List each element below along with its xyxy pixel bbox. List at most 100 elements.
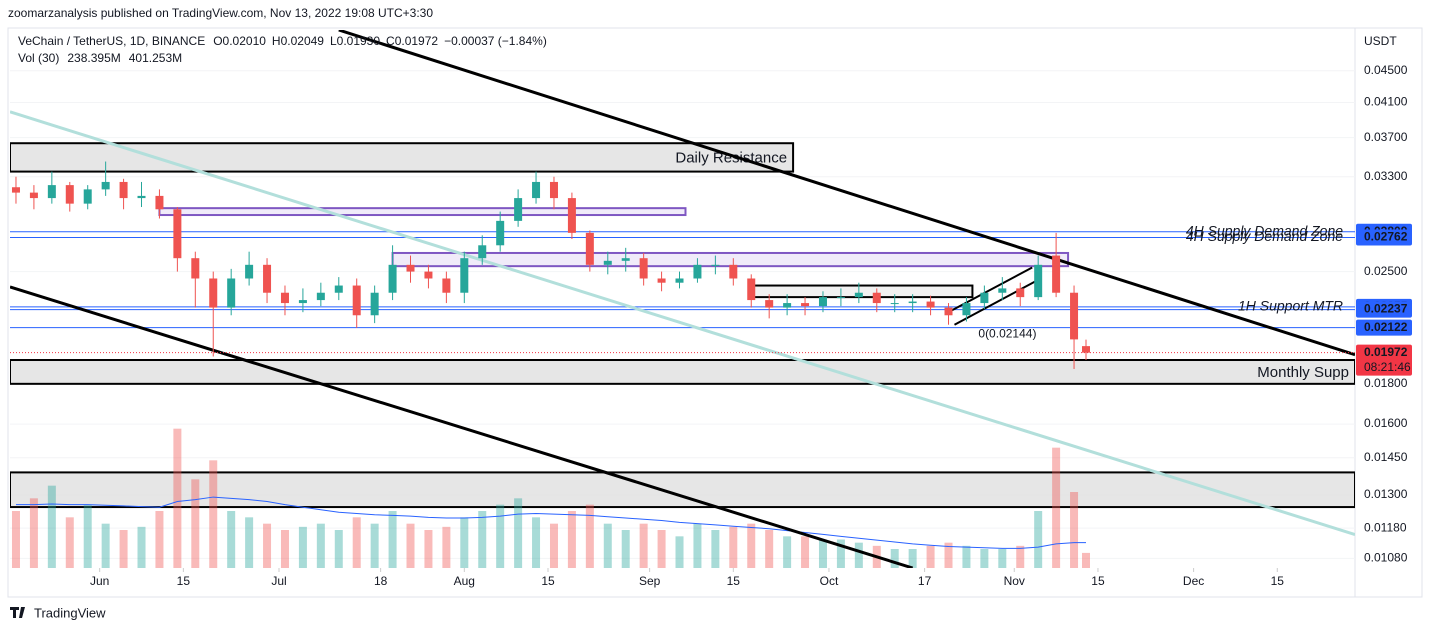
candle-body — [549, 181, 558, 199]
candle-body — [1070, 292, 1079, 340]
level-axis-label: 0.02122 — [1364, 320, 1408, 334]
volume-bar — [783, 536, 792, 568]
last-price-label: 0.01972 — [1364, 345, 1408, 359]
x-tick-label: Jul — [271, 574, 286, 588]
volume-bar — [639, 523, 648, 568]
candle-body — [424, 271, 433, 279]
candle-body — [370, 292, 379, 316]
volume-bar — [1052, 447, 1061, 568]
legend-text: C0.01972 — [386, 34, 438, 48]
candle-body — [783, 303, 792, 308]
y-tick-label: 0.03700 — [1364, 130, 1408, 144]
candle-body — [675, 278, 684, 283]
candle-body — [65, 185, 74, 204]
volume-bar — [765, 530, 774, 568]
candle-body — [532, 181, 541, 199]
candle-body — [747, 278, 756, 301]
candle-body — [388, 264, 397, 293]
candle-body — [693, 264, 702, 279]
volume-bar — [155, 511, 164, 568]
volume-bar — [926, 545, 935, 568]
volume-bar — [406, 523, 415, 568]
candle-body — [173, 209, 182, 259]
candle-body — [854, 292, 863, 298]
x-tick-label: Dec — [1183, 574, 1204, 588]
trendline — [954, 279, 1039, 326]
candle-body — [191, 258, 200, 279]
candle-body — [227, 278, 236, 308]
candle-body — [514, 198, 523, 221]
y-tick-label: 0.01080 — [1364, 551, 1408, 565]
candle-body — [926, 301, 935, 308]
candle-body — [101, 181, 110, 190]
candle-body — [442, 278, 451, 293]
volume-bar — [908, 549, 917, 568]
frame — [7, 27, 1423, 598]
volume-bar — [1016, 545, 1025, 568]
level-axis-box — [1356, 229, 1412, 246]
volume-bar — [1082, 552, 1090, 568]
volume-bar — [370, 523, 379, 568]
candle-body — [1082, 346, 1090, 353]
logo — [10, 607, 25, 618]
x-tick-label: 15 — [1091, 574, 1105, 588]
candle-body — [11, 187, 20, 193]
volume-bar — [854, 542, 863, 568]
last-price-box — [1356, 344, 1412, 376]
volume-bar — [549, 523, 558, 568]
candle-body — [298, 300, 307, 304]
y-tick-label: 0.01800 — [1364, 376, 1408, 390]
candle-body — [890, 303, 899, 305]
volume-bar — [944, 542, 953, 568]
volume-bar — [298, 526, 307, 568]
overlay: VeChain / TetherUS, 1D, BINANCE O0.02010 H… — [18, 34, 1412, 588]
y-tick-label: 0.01600 — [1364, 416, 1408, 430]
x-tick-label: 15 — [727, 574, 741, 588]
y-tick-label: 0.04500 — [1364, 63, 1408, 77]
candle-body — [119, 181, 128, 199]
level-axis-label: 0.02762 — [1364, 230, 1408, 244]
volume-bar — [334, 530, 343, 568]
candle-body — [836, 297, 845, 299]
candle-body — [406, 264, 415, 272]
candle-body — [980, 292, 989, 304]
footer-brand: TradingView — [34, 605, 106, 620]
x-tick-label: 15 — [177, 574, 191, 588]
candle-body — [603, 260, 612, 265]
candle-body — [352, 285, 361, 316]
volume-bar — [388, 511, 397, 568]
legend-text: L0.01930 — [330, 34, 380, 48]
x-tick-label: Aug — [454, 574, 475, 588]
candle-body — [334, 285, 343, 293]
volume-bar — [101, 523, 110, 568]
volume-bar — [460, 517, 469, 568]
x-tick-label: 15 — [1271, 574, 1285, 588]
legend-text: O0.02010 — [213, 34, 266, 48]
trendline — [10, 285, 914, 568]
candle-body — [496, 220, 505, 246]
candle-body — [155, 195, 164, 210]
annotation: 1H Support MTR — [1238, 298, 1343, 314]
y-tick-label: 0.02500 — [1364, 264, 1408, 278]
volume-bar — [711, 530, 720, 568]
legend-text: 238.395M — [67, 51, 120, 65]
volume-ma — [15, 496, 1087, 549]
volume-bar — [316, 523, 325, 568]
zone-box — [158, 207, 687, 217]
volume-bar — [621, 530, 630, 568]
level-axis-box — [1356, 319, 1412, 336]
zone-box — [10, 471, 1355, 509]
candle-body — [944, 307, 953, 316]
volume-bar — [693, 523, 702, 568]
volume-bar — [1034, 511, 1043, 568]
candle-body — [765, 300, 774, 308]
candle-body — [801, 303, 810, 307]
candle-body — [137, 195, 146, 199]
candle-body — [729, 264, 738, 279]
candle-body — [83, 189, 92, 204]
candle-body — [621, 258, 630, 261]
annotation: 4H Supply Demand Zone — [1186, 222, 1343, 238]
legend-text: VeChain / TetherUS, 1D, BINANCE — [18, 34, 205, 48]
